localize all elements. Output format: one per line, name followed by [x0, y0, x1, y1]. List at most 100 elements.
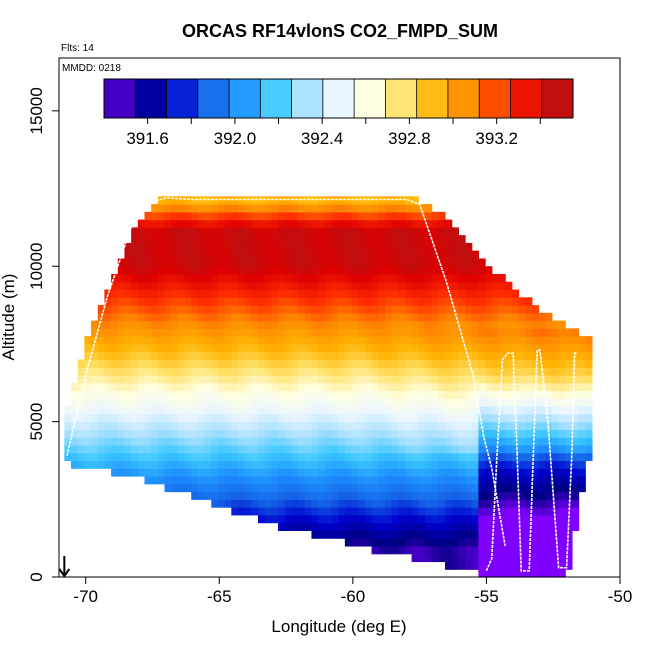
heatmap-cell [465, 382, 473, 392]
heatmap-cell [104, 398, 112, 407]
heatmap-cell [157, 258, 166, 267]
heatmap-cell [471, 258, 480, 267]
heatmap-cell [211, 305, 219, 314]
heatmap-cell [371, 367, 379, 376]
heatmap-cell [438, 406, 446, 415]
heatmap-cell [538, 429, 546, 438]
heatmap-cell [411, 514, 419, 524]
heatmap-cell [491, 545, 500, 555]
heatmap-cell [157, 406, 166, 415]
heatmap-cell [197, 390, 206, 399]
heatmap-cell [578, 413, 586, 423]
heatmap-cell [91, 374, 99, 384]
heatmap-cell [237, 390, 246, 399]
heatmap-cell [331, 507, 339, 516]
heatmap-cell [298, 351, 306, 361]
heatmap-cell [311, 374, 319, 384]
heatmap-cell [351, 273, 359, 283]
heatmap-cell [237, 468, 246, 477]
heatmap-cell [505, 553, 513, 563]
heatmap-cell [445, 413, 453, 423]
heatmap-cell [318, 421, 326, 430]
heatmap-cell [445, 336, 453, 345]
heatmap-cell [237, 351, 246, 361]
heatmap-cell [585, 343, 593, 353]
heatmap-cell [191, 273, 199, 283]
heatmap-cell [518, 499, 526, 508]
heatmap-cell [558, 328, 566, 337]
heatmap-cell [244, 390, 252, 399]
heatmap-cell [391, 499, 399, 508]
heatmap-cell [251, 491, 259, 500]
heatmap-cell [358, 258, 366, 267]
heatmap-cell [204, 227, 212, 236]
heatmap-cell [391, 452, 399, 462]
heatmap-cell [471, 406, 480, 415]
heatmap-cell [304, 460, 313, 469]
heatmap-cell [565, 421, 573, 430]
heatmap-cell [231, 242, 239, 252]
heatmap-cell [358, 514, 366, 524]
heatmap-cell [571, 460, 580, 469]
heatmap-cell [371, 491, 379, 500]
heatmap-cell [505, 499, 513, 508]
heatmap-cell [391, 351, 399, 361]
heatmap-cell [97, 351, 106, 361]
heatmap-cell [117, 421, 126, 430]
heatmap-cell [545, 460, 553, 469]
heatmap-cell [244, 374, 252, 384]
heatmap-cell [404, 460, 413, 469]
heatmap-cell [498, 382, 506, 392]
heatmap-cell [251, 289, 259, 298]
heatmap-cell [124, 367, 132, 376]
heatmap-cell [71, 390, 79, 399]
heatmap-cell [318, 211, 326, 221]
heatmap-cell [231, 382, 239, 392]
heatmap-cell [565, 491, 573, 500]
heatmap-cell [358, 297, 366, 306]
heatmap-cell [511, 553, 520, 563]
heatmap-cell [518, 507, 526, 516]
heatmap-cell [451, 507, 459, 516]
heatmap-cell [217, 343, 226, 353]
heatmap-cell [351, 491, 359, 500]
heatmap-cell [278, 281, 286, 291]
heatmap-cell [438, 374, 446, 384]
heatmap-cell [217, 336, 226, 345]
heatmap-cell [518, 561, 526, 570]
heatmap-cell [131, 382, 139, 392]
heatmap-cell [525, 421, 533, 430]
heatmap-cell [585, 351, 593, 361]
heatmap-cell [144, 413, 152, 423]
heatmap-cell [511, 468, 520, 477]
heatmap-cell [284, 320, 293, 329]
heatmap-cell [358, 343, 366, 353]
heatmap-cell [525, 297, 533, 306]
heatmap-cell [404, 312, 413, 322]
heatmap-cell [258, 211, 266, 221]
heatmap-cell [111, 437, 119, 446]
heatmap-cell [197, 219, 206, 228]
heatmap-cell [278, 219, 286, 228]
heatmap-cell [458, 460, 466, 469]
heatmap-cell [217, 351, 226, 361]
heatmap-cell [311, 219, 319, 228]
heatmap-cell [144, 359, 152, 368]
heatmap-cell [211, 289, 219, 298]
heatmap-cell [264, 297, 272, 306]
heatmap-cell [111, 351, 119, 361]
heatmap-cell [197, 468, 206, 477]
heatmap-cell [97, 390, 106, 399]
heatmap-cell [311, 530, 319, 539]
heatmap-cell [184, 297, 192, 306]
heatmap-cell [391, 219, 399, 228]
flight-track-spiral-2 [516, 349, 549, 572]
heatmap-cell [171, 211, 179, 221]
heatmap-cell [97, 367, 106, 376]
heatmap-cell [278, 227, 286, 236]
heatmap-cell [404, 491, 413, 500]
heatmap-cell [424, 367, 433, 376]
heatmap-cell [217, 196, 226, 205]
heatmap-cell [244, 297, 252, 306]
heatmap-cell [451, 367, 459, 376]
